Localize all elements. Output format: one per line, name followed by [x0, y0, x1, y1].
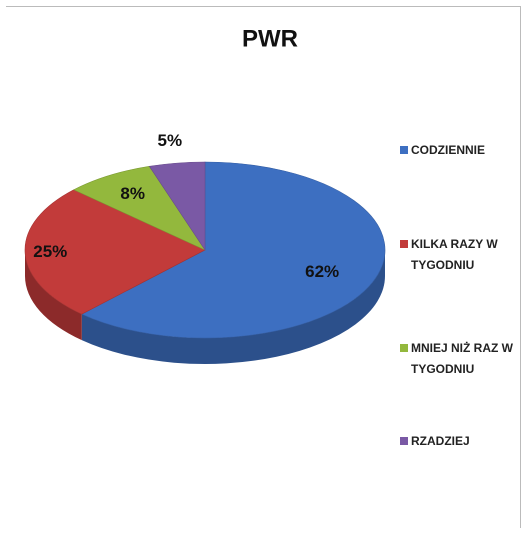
data-label: 25%: [33, 242, 67, 261]
legend-swatch: [400, 344, 408, 352]
legend-entry: KILKA RAZY W TYGODNIU: [400, 234, 516, 276]
chart-title: PWR: [242, 25, 298, 52]
legend-label: MNIEJ NIŻ RAZ W TYGODNIU: [411, 341, 513, 376]
data-label: 62%: [305, 262, 339, 281]
legend-swatch: [400, 146, 408, 154]
legend-label: KILKA RAZY W TYGODNIU: [411, 237, 498, 272]
data-label: 8%: [120, 184, 145, 203]
slice-side: [24, 250, 82, 341]
legend-entry: CODZIENNIE: [400, 140, 516, 161]
legend-swatch: [400, 240, 408, 248]
legend-label: CODZIENNIE: [411, 143, 486, 157]
chart-frame: [6, 6, 521, 528]
pie-slice: [81, 161, 386, 339]
pie-sides: [24, 250, 385, 364]
pie-tops: [24, 161, 386, 339]
slice-side: [81, 250, 385, 364]
legend-swatch: [400, 437, 408, 445]
legend-entry: RZADZIEJ: [400, 431, 516, 452]
pie-slice: [73, 165, 206, 251]
legend-label: RZADZIEJ: [411, 434, 470, 448]
pie-slice: [24, 189, 206, 315]
data-label: 5%: [158, 131, 183, 150]
legend-entry: MNIEJ NIŻ RAZ W TYGODNIU: [400, 338, 516, 380]
pie-slice: [148, 161, 206, 251]
